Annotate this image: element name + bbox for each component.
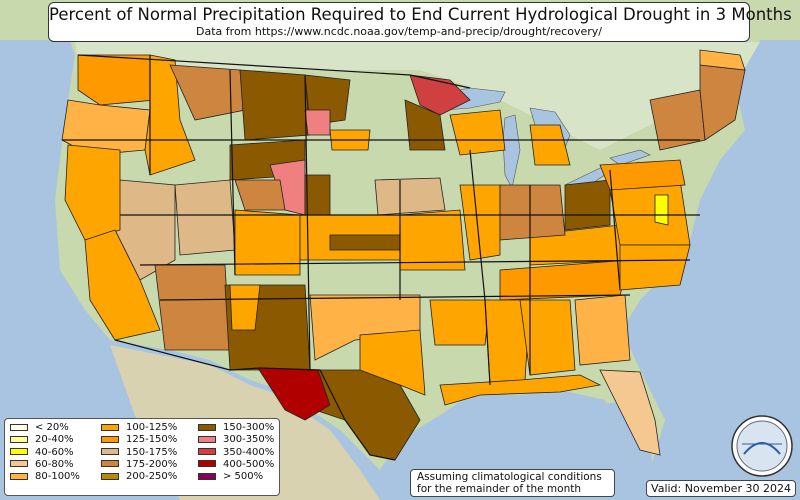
legend-label: 150-175% bbox=[126, 446, 178, 458]
legend-label: 350-400% bbox=[223, 446, 275, 458]
legend: < 20% 20-40% 40-60% 60-80% 80-100% 100-1… bbox=[4, 418, 280, 496]
legend-label: 150-300% bbox=[223, 422, 275, 433]
legend-item: 100-125% bbox=[101, 422, 177, 434]
legend-item: > 500% bbox=[198, 471, 274, 483]
region-utah bbox=[174, 179, 236, 256]
region-alabama bbox=[519, 299, 576, 376]
border-north bbox=[77, 54, 471, 89]
valid-date: Valid: November 30 2024 bbox=[646, 480, 796, 497]
legend-swatch bbox=[198, 423, 216, 431]
region-arkansas bbox=[429, 299, 491, 346]
border-lat-4 bbox=[159, 294, 631, 301]
region-ohio-brown bbox=[564, 179, 611, 231]
canada-region bbox=[75, 42, 760, 150]
legend-label: 400-500% bbox=[223, 458, 275, 470]
legend-item: 125-150% bbox=[101, 434, 177, 446]
map-subtitle: Data from https://www.ncdc.noaa.gov/temp… bbox=[196, 25, 602, 38]
legend-label: 125-150% bbox=[126, 434, 178, 446]
legend-swatch bbox=[101, 423, 119, 431]
region-washington bbox=[77, 54, 156, 106]
legend-label: 200-250% bbox=[126, 471, 178, 483]
region-wv-va bbox=[609, 179, 691, 246]
legend-swatch bbox=[198, 472, 216, 480]
region-wy-brown bbox=[234, 179, 286, 211]
legend-item: 80-100% bbox=[10, 471, 80, 483]
lab-logo-icon bbox=[731, 415, 793, 477]
border-mexico bbox=[114, 339, 396, 461]
border-appalachia bbox=[609, 169, 621, 291]
legend-swatch bbox=[101, 435, 119, 443]
legend-item: 150-300% bbox=[198, 422, 274, 434]
region-ne bbox=[304, 174, 331, 216]
legend-swatch bbox=[198, 448, 216, 456]
legend-item: < 20% bbox=[10, 422, 80, 434]
title-box: Percent of Normal Precipitation Required… bbox=[48, 2, 792, 42]
assumption-note: Assuming climatological conditions for t… bbox=[410, 469, 615, 497]
region-florida bbox=[599, 369, 661, 456]
region-wisconsin bbox=[449, 109, 506, 156]
region-pennsylvania bbox=[599, 159, 686, 191]
region-maine bbox=[699, 49, 746, 71]
legend-swatch bbox=[198, 460, 216, 468]
region-gulf-coast bbox=[439, 374, 602, 406]
legend-swatch bbox=[10, 460, 28, 468]
region-iowa bbox=[374, 177, 446, 216]
legend-swatch bbox=[101, 472, 119, 480]
legend-item: 40-60% bbox=[10, 447, 80, 459]
legend-label: 175-200% bbox=[126, 458, 178, 470]
legend-label: 20-40% bbox=[35, 434, 74, 446]
legend-swatch bbox=[101, 448, 119, 456]
legend-label: 300-350% bbox=[223, 434, 275, 446]
legend-item: 300-350% bbox=[198, 434, 274, 446]
legend-label: 60-80% bbox=[35, 458, 74, 470]
legend-swatch bbox=[10, 435, 28, 443]
legend-swatch bbox=[10, 472, 28, 480]
region-missouri bbox=[399, 209, 466, 271]
map-title: Percent of Normal Precipitation Required… bbox=[49, 5, 792, 24]
legend-label: 40-60% bbox=[35, 446, 74, 458]
legend-item: 350-400% bbox=[198, 447, 274, 459]
state-borders bbox=[62, 54, 700, 461]
legend-label: > 500% bbox=[223, 471, 264, 483]
legend-item: 150-175% bbox=[101, 447, 177, 459]
border-plains bbox=[304, 74, 311, 371]
legend-item: 200-250% bbox=[101, 471, 177, 483]
region-illinois bbox=[459, 184, 501, 261]
region-calif-s bbox=[84, 229, 161, 341]
legend-col-3: 150-300% 300-350% 350-400% 400-500% > 50… bbox=[198, 422, 274, 483]
region-ks-brown bbox=[329, 234, 401, 251]
drought-regions bbox=[61, 49, 746, 461]
legend-swatch bbox=[101, 460, 119, 468]
region-maryland-yellow bbox=[654, 194, 669, 226]
region-colorado bbox=[234, 209, 301, 276]
region-indiana-ohio bbox=[499, 184, 566, 241]
region-georgia bbox=[574, 294, 631, 366]
lake-ontario bbox=[609, 149, 651, 166]
border-lat-3 bbox=[139, 259, 691, 266]
legend-label: 80-100% bbox=[35, 471, 80, 483]
region-arizona bbox=[154, 264, 231, 351]
legend-item: 20-40% bbox=[10, 434, 80, 446]
border-west-2 bbox=[229, 69, 236, 276]
legend-item: 60-80% bbox=[10, 459, 80, 471]
legend-item: 175-200% bbox=[101, 459, 177, 471]
region-minnesota bbox=[404, 99, 446, 151]
legend-label: < 20% bbox=[35, 422, 69, 433]
region-michigan bbox=[529, 124, 571, 166]
legend-label: 100-125% bbox=[126, 422, 178, 433]
legend-swatch bbox=[198, 435, 216, 443]
legend-item: 400-500% bbox=[198, 459, 274, 471]
region-new-york bbox=[649, 89, 706, 151]
legend-col-1: < 20% 20-40% 40-60% 60-80% 80-100% bbox=[10, 422, 80, 483]
legend-col-2: 100-125% 125-150% 150-175% 175-200% 200-… bbox=[101, 422, 177, 483]
region-texas-orange bbox=[359, 329, 426, 396]
region-carolinas bbox=[619, 244, 691, 291]
border-mississippi bbox=[469, 149, 491, 386]
legend-swatch bbox=[10, 448, 28, 456]
legend-swatch bbox=[10, 423, 28, 431]
region-sd-red bbox=[304, 109, 331, 136]
region-nm-orange bbox=[229, 284, 261, 331]
region-montana-east bbox=[239, 69, 311, 141]
